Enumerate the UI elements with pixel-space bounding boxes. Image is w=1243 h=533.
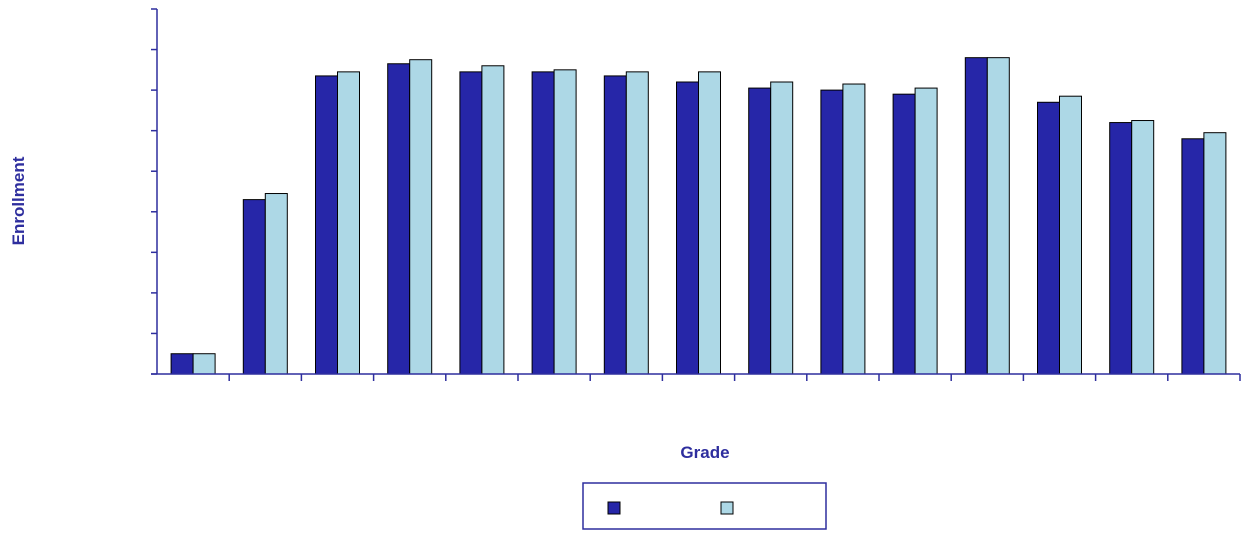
axes-group [151,8,1241,381]
bars-group [170,57,1227,375]
bar-series-2-category-15 [1203,132,1227,375]
legend-swatch-series-1 [607,501,621,515]
bar-series-1-category-2 [242,199,266,375]
bar-series-1-category-11 [892,93,916,375]
legend [582,482,827,530]
y-axis-title: Enrollment [9,156,28,245]
bar-series-2-category-1 [192,353,216,375]
bar-series-2-category-3 [337,71,360,375]
bar-series-2-category-6 [553,69,577,375]
bar-series-1-category-4 [387,63,411,375]
bar-series-2-category-10 [842,83,866,375]
bar-series-1-category-5 [459,71,483,375]
bar-series-1-category-14 [1109,122,1133,375]
bar-series-2-category-13 [1059,95,1082,375]
bar-series-2-category-5 [481,65,505,375]
bar-series-1-category-6 [531,71,555,375]
bar-series-2-category-11 [914,87,938,375]
bar-series-1-category-12 [964,57,988,375]
bar-series-1-category-15 [1181,138,1205,375]
bar-series-1-category-9 [748,87,772,375]
bar-series-1-category-10 [820,89,844,375]
bar-series-1-category-7 [603,75,627,375]
bar-series-1-category-8 [676,81,699,375]
bar-series-1-category-1 [170,353,194,375]
bar-series-2-category-2 [264,193,288,375]
bar-series-2-category-12 [986,57,1010,375]
bar-series-1-category-13 [1037,101,1060,375]
bar-series-2-category-14 [1131,120,1155,375]
legend-box [582,482,827,530]
bar-series-2-category-7 [625,71,649,375]
x-axis-title: Grade [680,443,729,462]
bar-series-1-category-3 [315,75,338,375]
bar-series-2-category-4 [409,59,433,375]
bar-series-2-category-8 [698,71,721,375]
bar-series-2-category-9 [770,81,794,375]
legend-swatch-series-2 [720,501,734,515]
